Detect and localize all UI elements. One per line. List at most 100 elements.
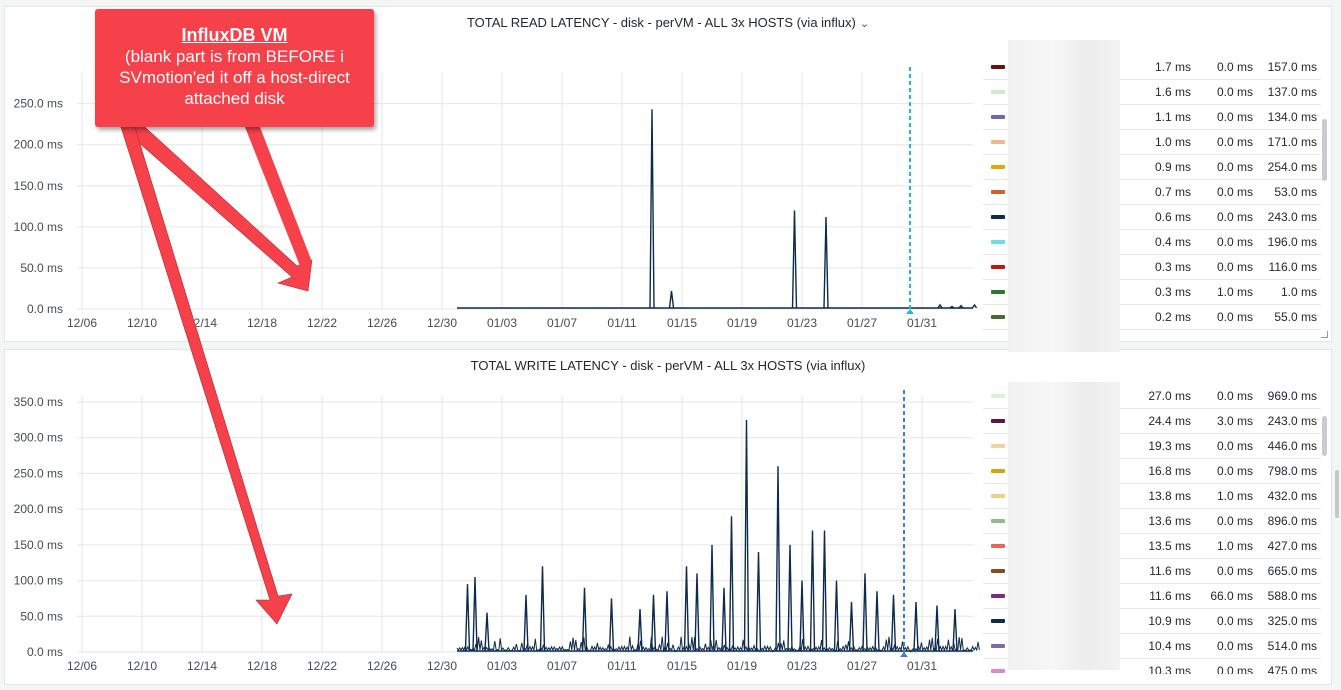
series-spike[interactable] [937,303,943,309]
legend-swatch-icon[interactable] [991,419,1005,423]
series-spike[interactable] [683,566,690,652]
legend-swatch-icon[interactable] [991,394,1005,398]
series-spike[interactable] [848,601,855,652]
series-spike[interactable] [484,612,490,652]
legend-row[interactable]: 10.3 ms 0.0 ms 475.0 ms [983,659,1321,674]
series-spike[interactable] [608,598,615,652]
legend-max: 475.0 ms [1267,664,1317,674]
chevron-down-icon[interactable]: ⌄ [859,18,870,30]
write-latency-chart[interactable]: 0.0 ms 50.0 ms 100.0 ms 150.0 ms 200.0 ms 250… [5,350,980,684]
panel-title[interactable]: TOTAL WRITE LATENCY - disk - perVM - ALL… [5,358,1331,373]
legend-swatch-icon[interactable] [991,215,1005,219]
legend-row[interactable]: 0.7 ms 0.0 ms 53.0 ms [983,180,1321,205]
series-spike[interactable] [799,580,805,652]
series-spike[interactable] [949,305,955,309]
series-spike[interactable] [823,216,829,309]
series-spike[interactable] [637,609,643,652]
series-spike[interactable] [791,210,798,309]
series-spike[interactable] [668,290,675,309]
legend-row[interactable]: 0.3 ms 1.0 ms 1.0 ms [983,280,1321,305]
series-spike[interactable] [952,609,958,652]
legend-swatch-icon[interactable] [991,265,1005,269]
legend-scrollbar[interactable] [1322,416,1327,456]
legend-row[interactable]: 0.9 ms 0.0 ms 254.0 ms [983,155,1321,180]
legend-swatch-icon[interactable] [991,619,1005,623]
legend-swatch-icon[interactable] [991,669,1005,673]
legend-row[interactable]: 1.6 ms 0.0 ms 137.0 ms [983,80,1321,105]
series-spike[interactable] [890,594,897,652]
series-spike[interactable] [649,109,655,309]
series-spike[interactable] [728,516,735,652]
page-scrollbar[interactable] [1335,470,1339,518]
legend-swatch-icon[interactable] [991,569,1005,573]
legend-swatch-icon[interactable] [991,594,1005,598]
series-spike[interactable] [874,591,880,652]
series-spike[interactable] [523,594,529,652]
legend-swatch-icon[interactable] [991,240,1005,244]
series-spike[interactable] [934,605,940,652]
legend-swatch-icon[interactable] [991,444,1005,448]
series-spike[interactable] [664,591,670,652]
series-spike[interactable] [464,584,471,652]
series-spike[interactable] [743,419,750,652]
legend-row[interactable]: 1.7 ms 0.0 ms 157.0 ms [983,55,1321,80]
legend-row[interactable]: 13.8 ms 1.0 ms 432.0 ms [983,484,1321,509]
legend-row[interactable]: 1.1 ms 0.0 ms 134.0 ms [983,105,1321,130]
legend-row[interactable]: 1.0 ms 0.0 ms 171.0 ms [983,130,1321,155]
legend-swatch-icon[interactable] [991,469,1005,473]
x-tick-label: 01/27 [847,316,877,330]
legend-swatch-icon[interactable] [991,90,1005,94]
series-spike[interactable] [787,544,793,652]
y-tick-label: 250.0 ms [14,97,63,111]
series-spike[interactable] [821,530,828,652]
series-spike[interactable] [709,544,715,652]
resize-handle-icon[interactable] [1321,331,1328,338]
legend-row[interactable]: 0.4 ms 0.0 ms 196.0 ms [983,230,1321,255]
series-spike[interactable] [472,576,478,652]
legend-row[interactable]: 0.6 ms 0.0 ms 243.0 ms [983,205,1321,230]
series-spike[interactable] [755,551,762,652]
legend-scrollbar[interactable] [1322,119,1327,181]
legend-swatch-icon[interactable] [991,494,1005,498]
legend-row[interactable]: 13.6 ms 0.0 ms 896.0 ms [983,509,1321,534]
y-tick-label: 350.0 ms [14,395,63,409]
series-spike[interactable] [833,580,840,652]
legend-row[interactable]: 11.6 ms 0.0 ms 665.0 ms [983,559,1321,584]
series-spike[interactable] [539,566,546,652]
x-tick-label: 12/14 [187,316,217,330]
panel-title[interactable]: TOTAL READ LATENCY - disk - perVM - ALL … [5,15,1331,30]
series-spike[interactable] [650,594,657,652]
legend-row[interactable]: 0.3 ms 0.0 ms 116.0 ms [983,255,1321,280]
legend-row[interactable]: 10.9 ms 0.0 ms 325.0 ms [983,609,1321,634]
legend-row[interactable]: 0.2 ms 0.0 ms 55.0 ms [983,305,1321,330]
legend-row[interactable]: 19.3 ms 0.0 ms 446.0 ms [983,434,1321,459]
series-spike[interactable] [971,303,978,309]
legend-max: 243.0 ms [1267,210,1317,224]
series-spike[interactable] [913,601,919,652]
legend-swatch-icon[interactable] [991,115,1005,119]
series-spike[interactable] [775,466,781,652]
series-spike[interactable] [721,587,727,652]
legend-row[interactable]: 16.8 ms 0.0 ms 798.0 ms [983,459,1321,484]
legend-swatch-icon[interactable] [991,644,1005,648]
series-spike[interactable] [694,573,700,652]
legend-swatch-icon[interactable] [991,519,1005,523]
series-spike[interactable] [862,573,868,652]
legend-row[interactable]: 27.0 ms 0.0 ms 969.0 ms [983,384,1321,409]
legend-swatch-icon[interactable] [991,544,1005,548]
legend-swatch-icon[interactable] [991,290,1005,294]
x-tick-label: 01/19 [727,316,757,330]
read-latency-chart[interactable]: 0.0 ms 50.0 ms 100.0 ms 150.0 ms 200.0 ms 250… [5,7,980,341]
legend-swatch-icon[interactable] [991,165,1005,169]
legend-swatch-icon[interactable] [991,65,1005,69]
legend-row[interactable]: 11.6 ms 66.0 ms 588.0 ms [983,584,1321,609]
legend-row[interactable]: 10.4 ms 0.0 ms 514.0 ms [983,634,1321,659]
legend-swatch-icon[interactable] [991,190,1005,194]
legend-swatch-icon[interactable] [991,315,1005,319]
legend-row[interactable]: 24.4 ms 3.0 ms 243.0 ms [983,409,1321,434]
series-spike[interactable] [581,587,588,652]
series-spike[interactable] [958,304,964,309]
series-spike[interactable] [809,530,816,652]
legend-swatch-icon[interactable] [991,140,1005,144]
legend-row[interactable]: 13.5 ms 1.0 ms 427.0 ms [983,534,1321,559]
